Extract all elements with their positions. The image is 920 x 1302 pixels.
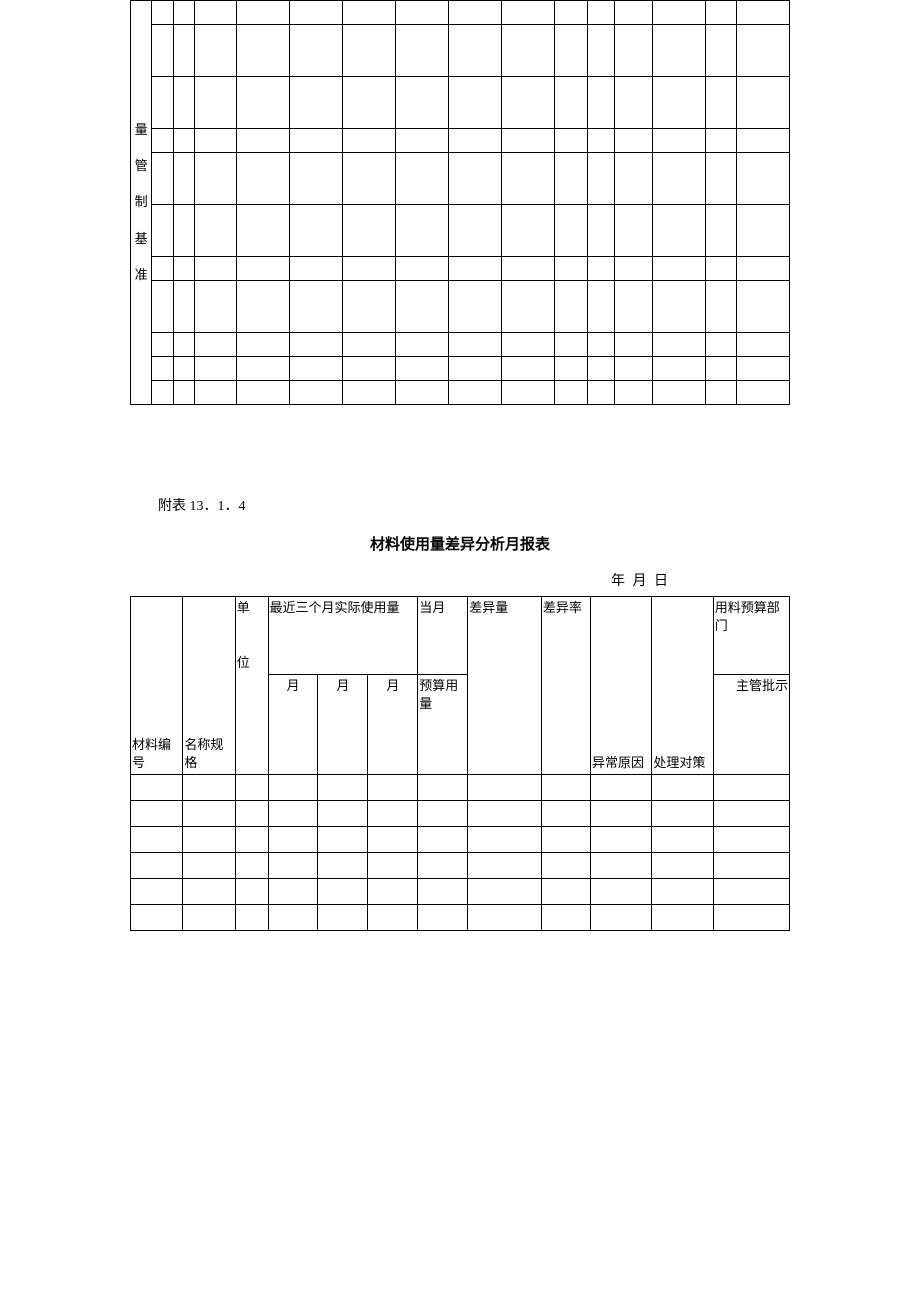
table-row [131,129,790,153]
col-month-1: 月 [268,675,318,775]
unit-bottom: 位 [237,655,250,670]
col-dept-sup-top: 用料预算部门 [713,597,789,675]
table-row [131,333,790,357]
col-month-2: 月 [318,675,368,775]
table-row [131,77,790,129]
table-row [131,381,790,405]
table-row [131,853,790,879]
table-row [131,801,790,827]
table-row [131,153,790,205]
col-recent-3months: 最近三个月实际使用量 [268,597,418,675]
table2-title: 材料使用量差异分析月报表 [130,533,790,554]
unit-top: 单 [237,600,250,615]
col-supervisor: 主管批示 [713,675,789,775]
col-budget-usage: 预算用量 [418,675,468,775]
table2-grid: 材料编号 名称规格 单位 最近三个月实际使用量 当月 差异量 差异率 异常原因 … [130,596,790,931]
table-row [131,205,790,257]
col-month-3: 月 [368,675,418,775]
table-row [131,257,790,281]
col-diff-qty: 差异量 [468,597,542,775]
row-label-char: 量 [132,121,150,139]
date-line: 年 月 日 [130,570,790,590]
row-label-char: 基 [132,230,150,248]
table-row [131,775,790,801]
table-row [131,879,790,905]
page-content: 量 管 制 基 准 [0,0,920,991]
row-label-char: 准 [132,266,150,284]
attachment-label: 附表 13．1．4 [130,495,790,515]
col-action: 处理对策 [652,597,713,775]
row-label-cell: 量 管 制 基 准 [131,1,152,405]
row-label-char: 管 [132,157,150,175]
col-current-month-top: 当月 [418,597,468,675]
row-label-char: 制 [132,193,150,211]
header-row-1: 材料编号 名称规格 单位 最近三个月实际使用量 当月 差异量 差异率 异常原因 … [131,597,790,675]
table-row: 量 管 制 基 准 [131,1,790,25]
table-row [131,281,790,333]
table-row [131,905,790,931]
col-name-spec: 名称规格 [183,597,235,775]
col-diff-rate: 差异率 [541,597,590,775]
table-row [131,25,790,77]
table-row [131,357,790,381]
table1-grid: 量 管 制 基 准 [130,0,790,405]
section-gap [130,405,790,495]
col-reason: 异常原因 [591,597,652,775]
table-row [131,827,790,853]
col-material-id: 材料编号 [131,597,183,775]
col-unit: 单位 [235,597,268,775]
